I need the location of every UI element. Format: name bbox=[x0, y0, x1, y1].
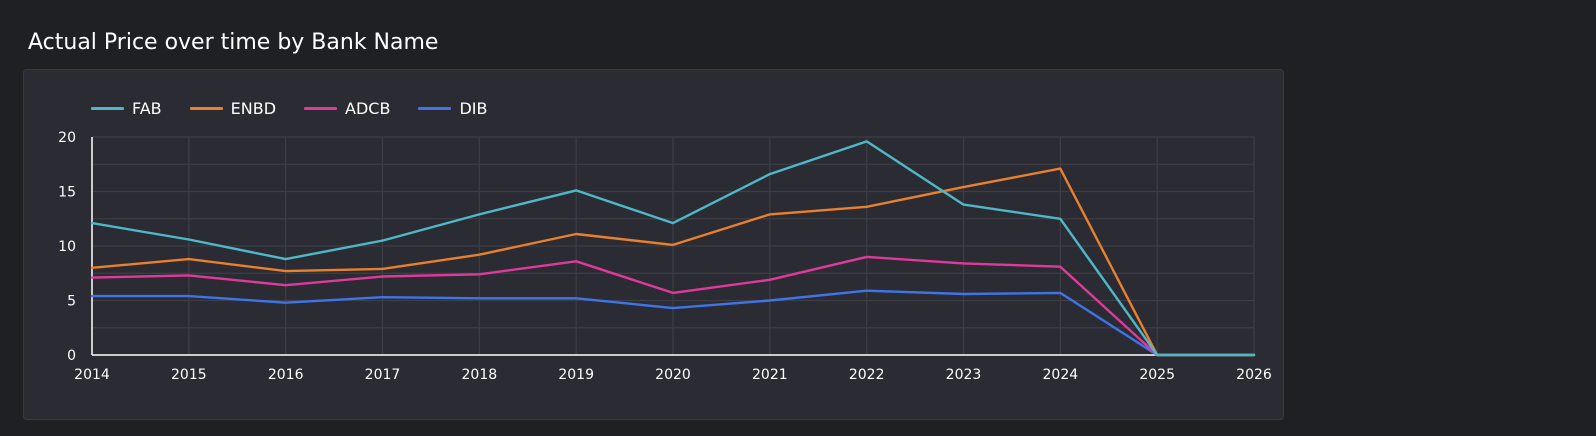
x-tick-label: 2026 bbox=[1236, 367, 1272, 383]
x-tick-label: 2014 bbox=[74, 367, 110, 383]
y-tick-label: 10 bbox=[58, 239, 76, 255]
x-tick-label: 2023 bbox=[946, 367, 982, 383]
x-tick-label: 2025 bbox=[1139, 367, 1175, 383]
y-tick-label: 0 bbox=[67, 348, 76, 364]
x-tick-label: 2021 bbox=[752, 367, 788, 383]
line-chart: 0 5 10 15 20 2014 2015 2016 2017 2018 2019 2020 202… bbox=[24, 70, 1283, 419]
x-tick-label: 2022 bbox=[849, 367, 885, 383]
x-tick-label: 2015 bbox=[171, 367, 207, 383]
y-tick-label: 15 bbox=[58, 185, 76, 201]
x-tick-labels: 2014 2015 2016 2017 2018 2019 2020 2021 2022 2023… bbox=[74, 367, 1272, 383]
x-tick-label: 2024 bbox=[1043, 367, 1079, 383]
y-tick-labels: 0 5 10 15 20 bbox=[58, 130, 76, 364]
chart-panel: FAB ENBD ADCB DIB 0 5 10 15 20 2014 2015 2016 2… bbox=[23, 69, 1284, 420]
y-tick-label: 5 bbox=[67, 294, 76, 310]
x-tick-label: 2019 bbox=[558, 367, 594, 383]
x-tick-label: 2020 bbox=[655, 367, 691, 383]
y-tick-label: 20 bbox=[58, 130, 76, 146]
x-tick-label: 2016 bbox=[268, 367, 304, 383]
x-tick-label: 2018 bbox=[462, 367, 498, 383]
chart-title: Actual Price over time by Bank Name bbox=[28, 30, 438, 55]
x-tick-label: 2017 bbox=[365, 367, 401, 383]
